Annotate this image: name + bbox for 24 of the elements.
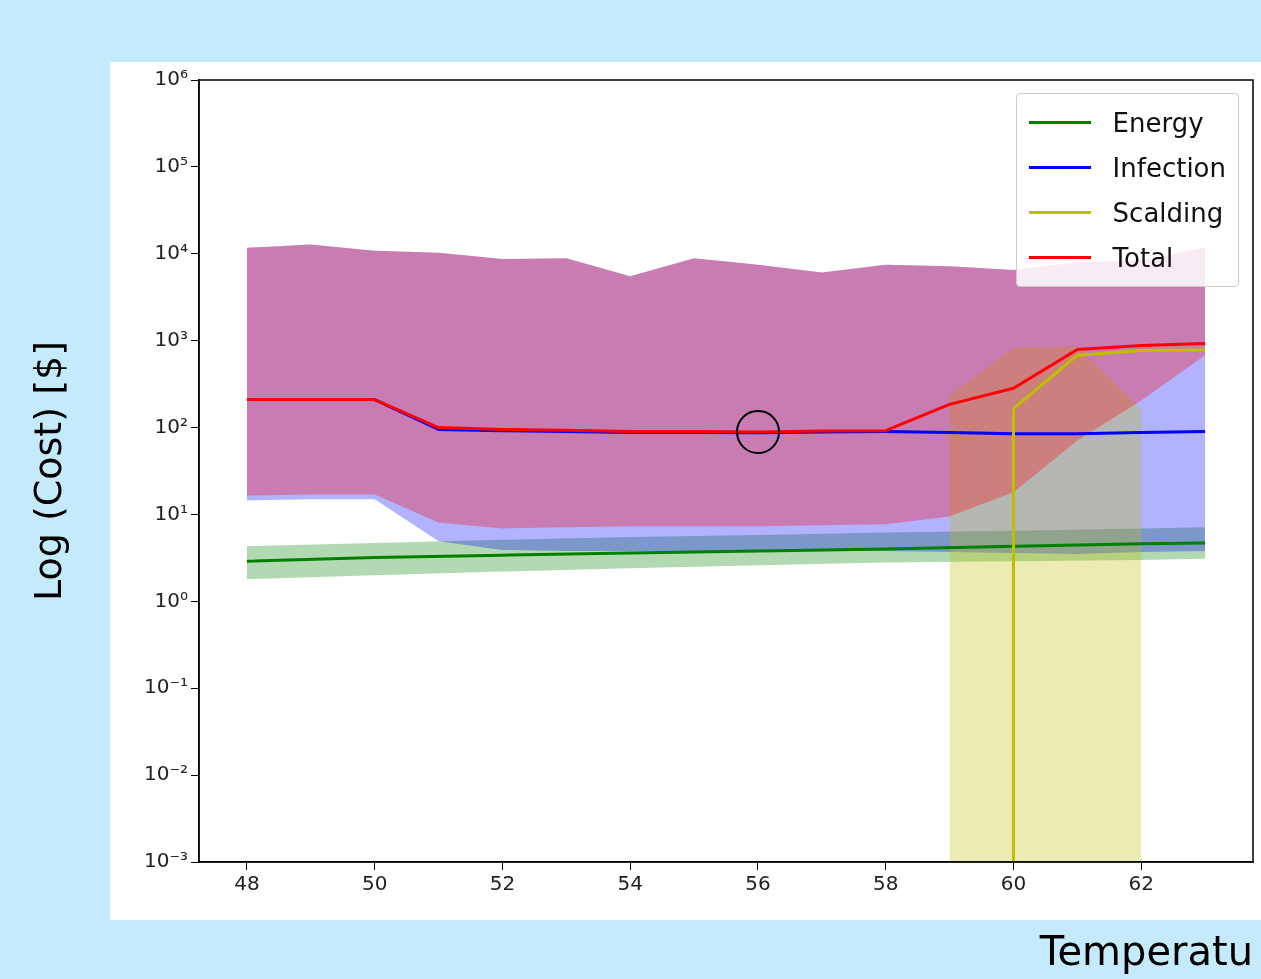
x-tick-label: 54 <box>617 871 643 896</box>
legend-label: Energy <box>1112 107 1204 138</box>
x-tick-label: 56 <box>745 871 771 896</box>
legend-label: Scalding <box>1112 197 1224 228</box>
x-axis-title: Temperatu <box>1038 928 1253 975</box>
legend-label: Infection <box>1112 152 1226 183</box>
x-tick-label: 48 <box>234 871 260 896</box>
y-tick-label: 10⁻² <box>143 761 188 786</box>
y-tick-label: 10⁻¹ <box>143 674 188 699</box>
y-tick-label: 10³ <box>154 326 188 351</box>
x-tick-label: 52 <box>489 871 516 896</box>
y-tick-label: 10⁴ <box>154 239 188 264</box>
y-tick-label: 10¹ <box>154 500 188 525</box>
x-tick-label: 62 <box>1128 871 1154 896</box>
x-tick-label: 58 <box>872 871 899 896</box>
x-tick-label: 50 <box>361 871 388 896</box>
y-tick-label: 10² <box>154 413 188 438</box>
y-axis-title: Log (Cost) [$] <box>25 341 70 601</box>
legend-label: Total <box>1112 242 1174 273</box>
y-tick-label: 10⁵ <box>154 153 188 178</box>
x-tick-label: 60 <box>1000 871 1027 896</box>
y-tick-label: 10⁻³ <box>143 848 188 873</box>
y-tick-label: 10⁰ <box>154 587 188 612</box>
y-tick-label: 10⁶ <box>154 66 188 91</box>
